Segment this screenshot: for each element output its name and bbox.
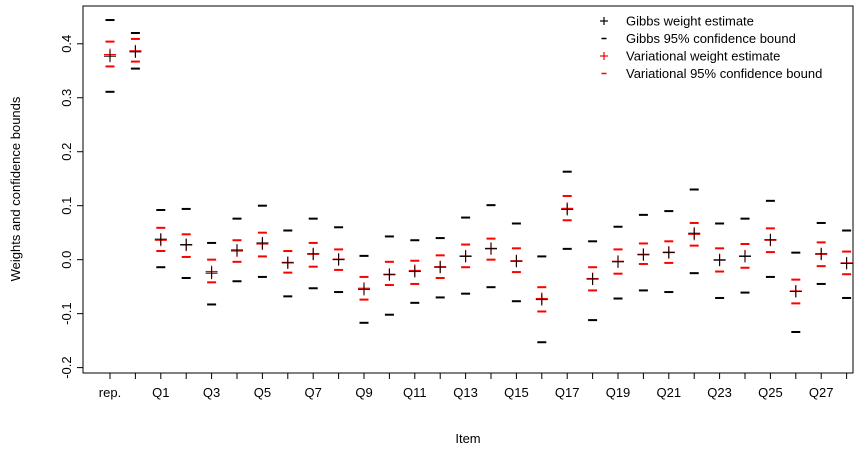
x-tick-label: Q25: [758, 385, 783, 400]
gibbs-estimate-point: [535, 293, 548, 306]
gibbs-estimate-point: [561, 203, 574, 216]
x-tick-label: Q15: [504, 385, 529, 400]
gibbs-estimate-point: [840, 257, 853, 270]
x-tick-label: Q27: [809, 385, 834, 400]
gibbs-estimate-point: [713, 254, 726, 267]
y-tick-label: -0.2: [59, 356, 74, 378]
gibbs-estimate-point: [332, 253, 345, 266]
gibbs-estimate-point: [739, 250, 751, 263]
x-tick-label: Q13: [453, 385, 478, 400]
x-tick-label: rep.: [99, 385, 121, 400]
x-tick-label: Q1: [152, 385, 169, 400]
x-axis-title: Item: [455, 431, 480, 446]
gibbs-estimate-point: [485, 242, 497, 255]
y-tick-label: 0.1: [59, 197, 74, 215]
gibbs-estimate-point: [459, 250, 472, 263]
gibbs-estimate-point: [205, 267, 218, 280]
gibbs-estimate-point: [104, 50, 116, 63]
x-axis: rep. Q1 Q3 Q5 Q7 Q9 Q11 Q13 Q15 Q17 Q19 Q21 Q23 Q25 Q2…: [99, 373, 848, 400]
x-tick-label: Q3: [203, 385, 220, 400]
gibbs-estimate-point: [307, 247, 320, 260]
legend-entry-label: Variational weight estimate: [626, 49, 780, 64]
gibbs-estimate-point: [129, 45, 142, 58]
y-tick-label: 0.3: [59, 89, 74, 107]
legend-entry-label: Variational 95% confidence bound: [626, 66, 822, 81]
gibbs-estimate-point: [637, 248, 650, 261]
gibbs-estimate-point: [358, 283, 370, 296]
x-tick-label: Q23: [707, 385, 732, 400]
y-tick-label: 0.2: [59, 143, 74, 161]
legend-entry-label: Gibbs weight estimate: [626, 14, 754, 29]
gibbs-estimate-point: [383, 268, 396, 281]
y-tick-label: -0.1: [59, 302, 74, 324]
gibbs-estimate-point: [231, 243, 243, 256]
x-tick-label: Q9: [355, 385, 372, 400]
y-axis-title: Weights and confidence bounds: [8, 96, 23, 281]
gibbs-estimate-point: [662, 246, 675, 259]
legend-entry-label: Gibbs 95% confidence bound: [626, 31, 796, 46]
gibbs-estimate-point: [510, 255, 523, 268]
gibbs-estimate-point: [815, 247, 828, 260]
plot-frame: [82, 5, 854, 374]
gibbs-estimate-point: [612, 255, 624, 268]
x-tick-label: Q17: [555, 385, 580, 400]
gibbs-estimate-point: [154, 233, 167, 246]
gibbs-estimate-point: [688, 227, 701, 240]
gibbs-estimate-point: [408, 265, 421, 278]
gibbs-estimate-point: [281, 256, 294, 269]
y-tick-label: 0.0: [59, 251, 74, 269]
y-tick-label: 0.4: [59, 35, 74, 53]
legend: Gibbs weight estimate Gibbs 95% confidenc…: [600, 14, 822, 81]
gibbs-estimate-point: [789, 285, 802, 298]
gibbs-estimate-point: [764, 233, 777, 246]
gibbs-estimate-point: [256, 236, 269, 249]
gibbs-estimate-point: [586, 273, 599, 286]
x-tick-label: Q21: [657, 385, 682, 400]
x-tick-label: Q11: [403, 385, 427, 400]
x-tick-label: Q19: [606, 385, 631, 400]
gibbs-estimate-point: [434, 261, 447, 274]
x-tick-label: Q5: [254, 385, 271, 400]
x-tick-label: Q7: [305, 385, 322, 400]
gibbs-estimate-point: [180, 238, 193, 251]
data-marks: [104, 19, 853, 344]
y-axis: -0.2 -0.1 0.0 0.1 0.2 0.3 0.4: [59, 35, 83, 379]
